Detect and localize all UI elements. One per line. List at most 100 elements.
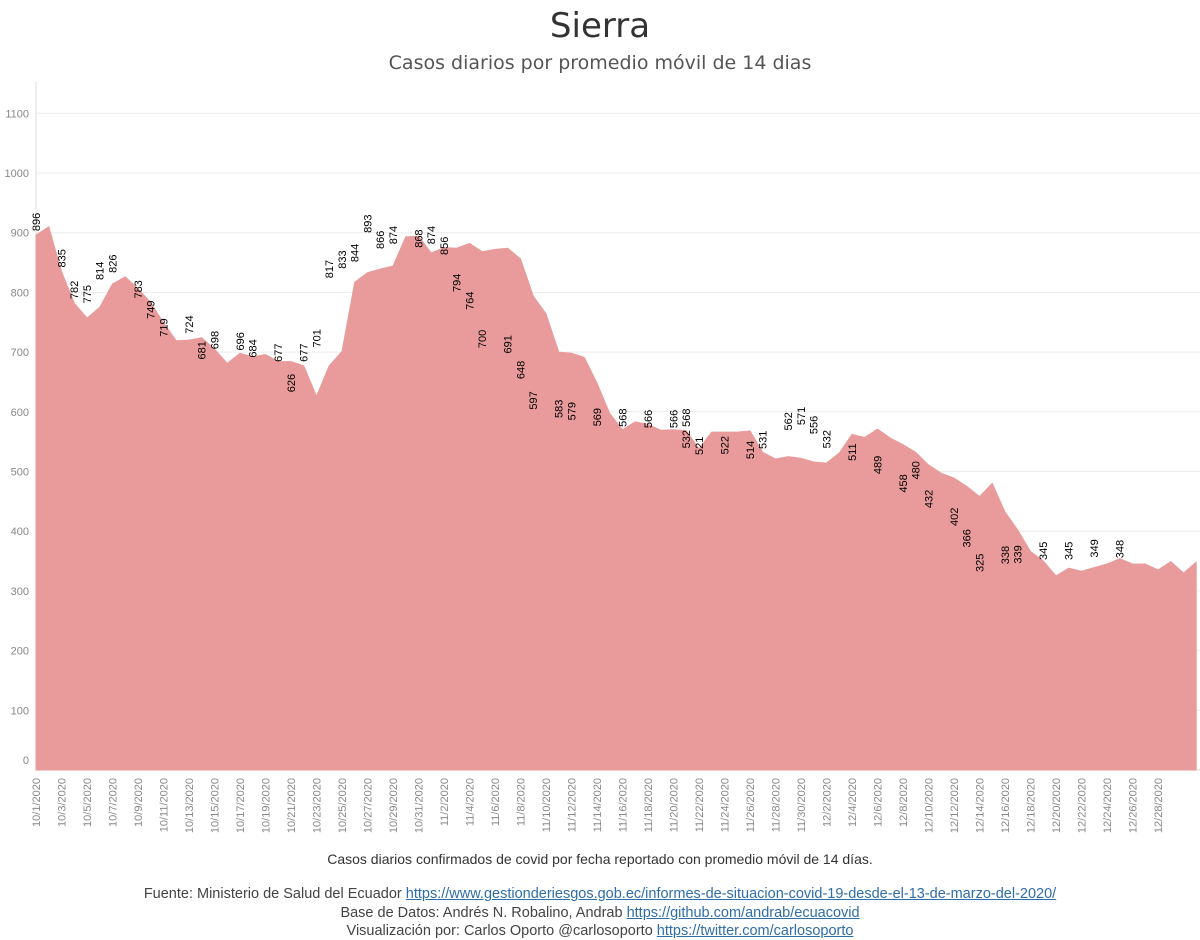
y-tick-label: 600 xyxy=(11,407,29,419)
data-label: 677 xyxy=(273,343,285,361)
data-label: 874 xyxy=(426,226,438,244)
x-tick-label: 12/4/2020 xyxy=(847,778,859,827)
data-label: 826 xyxy=(108,255,120,273)
data-label: 783 xyxy=(133,280,145,298)
x-tick-label: 11/4/2020 xyxy=(465,778,477,826)
data-label: 835 xyxy=(57,249,69,267)
footer-visualization: Visualización por: Carlos Oporto @carlos… xyxy=(0,923,1200,939)
x-tick-label: 11/10/2020 xyxy=(541,778,553,832)
data-label: 833 xyxy=(337,250,349,268)
data-label: 345 xyxy=(1038,542,1050,560)
x-tick-label: 10/21/2020 xyxy=(286,778,298,833)
chart-note: Casos diarios confirmados de covid por f… xyxy=(327,851,873,867)
x-tick-label: 10/9/2020 xyxy=(133,778,145,827)
data-label: 817 xyxy=(324,260,336,278)
x-tick-label: 11/18/2020 xyxy=(643,778,655,832)
x-tick-label: 10/17/2020 xyxy=(235,778,247,833)
x-tick-label: 12/10/2020 xyxy=(924,778,936,833)
y-tick-label: 500 xyxy=(11,467,29,479)
data-label: 677 xyxy=(299,343,311,361)
data-label: 719 xyxy=(159,318,171,336)
x-tick-label: 10/5/2020 xyxy=(82,778,94,827)
x-tick-label: 10/19/2020 xyxy=(261,778,273,833)
area-series xyxy=(35,225,1197,771)
data-label: 874 xyxy=(388,226,400,244)
data-label: 681 xyxy=(197,341,209,359)
x-tick-label: 10/29/2020 xyxy=(388,778,400,833)
data-label: 684 xyxy=(248,339,260,357)
x-tick-label: 11/28/2020 xyxy=(771,778,783,832)
footer-source: Fuente: Ministerio de Salud del Ecuador … xyxy=(0,886,1200,902)
data-label: 749 xyxy=(146,300,158,318)
data-label: 868 xyxy=(414,229,426,247)
x-tick-label: 12/26/2020 xyxy=(1128,778,1140,833)
y-tick-label: 400 xyxy=(11,526,29,538)
x-tick-label: 10/7/2020 xyxy=(108,778,120,827)
x-tick-label: 11/16/2020 xyxy=(618,778,630,832)
data-label: 339 xyxy=(1013,545,1025,563)
y-tick-label: 300 xyxy=(11,586,29,598)
data-label: 345 xyxy=(1064,542,1076,560)
data-label: 856 xyxy=(439,237,451,255)
area-chart: 0 100 200 300 400 500 600 700 800 900 1000 1100 896 8… xyxy=(5,82,1200,833)
x-tick-label: 11/30/2020 xyxy=(796,778,808,832)
footer-database: Base de Datos: Andrés N. Robalino, Andra… xyxy=(0,905,1200,921)
data-label: 794 xyxy=(452,274,464,292)
database-link[interactable]: https://github.com/andrab/ecuacovid xyxy=(626,905,860,921)
data-label: 648 xyxy=(516,361,528,379)
data-label: 566 xyxy=(643,410,655,428)
data-label: 532 xyxy=(681,430,693,448)
data-label: 696 xyxy=(235,332,247,350)
data-label: 489 xyxy=(873,456,885,474)
x-tick-label: 10/11/2020 xyxy=(159,778,171,832)
y-tick-label: 1000 xyxy=(5,168,29,180)
visualization-link[interactable]: https://twitter.com/carlosoporto xyxy=(656,923,854,939)
x-tick-label: 12/2/2020 xyxy=(822,778,834,827)
data-label: 700 xyxy=(477,330,489,348)
x-tick-label: 12/8/2020 xyxy=(898,778,910,827)
source-label: Fuente: Ministerio de Salud del Ecuador xyxy=(143,886,402,902)
x-tick-label: 10/31/2020 xyxy=(414,778,426,833)
y-tick-label: 100 xyxy=(11,705,29,717)
x-tick-label: 11/8/2020 xyxy=(516,778,528,826)
data-label: 402 xyxy=(949,508,961,526)
data-label: 866 xyxy=(375,231,387,249)
x-tick-label: 11/14/2020 xyxy=(592,778,604,832)
data-label: 691 xyxy=(503,335,515,353)
data-label: 348 xyxy=(1115,540,1127,558)
y-tick-label: 900 xyxy=(11,228,29,240)
x-tick-label: 10/27/2020 xyxy=(363,778,375,833)
data-label: 764 xyxy=(465,292,477,310)
data-label: 579 xyxy=(567,402,579,420)
data-label: 701 xyxy=(312,329,324,347)
data-label: 349 xyxy=(1089,539,1101,557)
data-label: 569 xyxy=(592,408,604,426)
data-label: 568 xyxy=(618,409,630,427)
x-tick-label: 11/2/2020 xyxy=(439,778,451,826)
data-label: 532 xyxy=(822,430,834,448)
data-label: 724 xyxy=(184,315,196,333)
data-label: 458 xyxy=(898,474,910,492)
data-label: 514 xyxy=(745,441,757,459)
x-tick-label: 11/24/2020 xyxy=(720,778,732,832)
x-tick-label: 12/14/2020 xyxy=(975,778,987,833)
data-label: 366 xyxy=(962,529,974,547)
data-label: 896 xyxy=(31,213,43,231)
x-tick-label: 12/24/2020 xyxy=(1102,778,1114,833)
x-tick-label: 10/15/2020 xyxy=(210,778,222,833)
x-tick-label: 10/25/2020 xyxy=(337,778,349,833)
x-tick-label: 12/18/2020 xyxy=(1026,778,1038,833)
data-label: 325 xyxy=(975,554,987,572)
chart-subtitle: Casos diarios por promedio móvil de 14 d… xyxy=(388,52,812,74)
data-label: 480 xyxy=(911,461,923,479)
source-link[interactable]: https://www.gestionderiesgos.gob.ec/info… xyxy=(405,886,1057,902)
y-tick-label: 200 xyxy=(11,646,29,658)
x-tick-label: 11/20/2020 xyxy=(669,778,681,832)
x-tick-label: 12/12/2020 xyxy=(949,778,961,833)
x-tick-label: 12/28/2020 xyxy=(1153,778,1165,833)
x-tick-label: 11/22/2020 xyxy=(694,778,706,832)
x-tick-label: 10/23/2020 xyxy=(312,778,324,833)
data-label: 775 xyxy=(82,285,94,303)
y-tick-label: 0 xyxy=(23,755,29,767)
data-label: 571 xyxy=(796,407,808,425)
